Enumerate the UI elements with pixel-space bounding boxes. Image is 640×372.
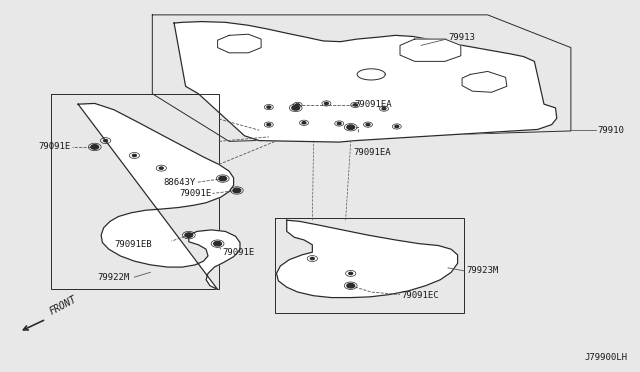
Circle shape — [349, 272, 353, 275]
Circle shape — [353, 104, 357, 106]
Circle shape — [233, 188, 241, 193]
Circle shape — [292, 106, 300, 110]
Polygon shape — [174, 22, 557, 142]
Circle shape — [324, 102, 328, 105]
Circle shape — [337, 122, 341, 125]
Text: 79922M: 79922M — [97, 273, 129, 282]
Polygon shape — [78, 103, 240, 289]
Circle shape — [302, 122, 306, 124]
Circle shape — [347, 125, 355, 129]
Text: 79091EC: 79091EC — [401, 291, 439, 300]
Circle shape — [296, 104, 300, 106]
Circle shape — [366, 124, 370, 126]
Text: 79091EA: 79091EA — [353, 148, 391, 157]
Text: 79913: 79913 — [448, 33, 475, 42]
Circle shape — [219, 176, 227, 181]
Circle shape — [132, 154, 136, 157]
Text: 79091EA: 79091EA — [355, 100, 392, 109]
Circle shape — [185, 233, 193, 237]
Circle shape — [310, 257, 314, 260]
Circle shape — [159, 167, 163, 169]
Text: 79091EB: 79091EB — [114, 240, 152, 249]
Text: 79091E: 79091E — [38, 142, 70, 151]
Circle shape — [91, 145, 99, 149]
Circle shape — [214, 241, 221, 246]
Circle shape — [395, 125, 399, 128]
Circle shape — [267, 124, 271, 126]
Polygon shape — [400, 39, 461, 61]
Text: 79091E: 79091E — [223, 248, 255, 257]
Circle shape — [382, 108, 386, 110]
Text: 79091E: 79091E — [179, 189, 211, 198]
Circle shape — [347, 283, 355, 288]
Circle shape — [267, 106, 271, 108]
Text: FRONT: FRONT — [48, 294, 79, 317]
Circle shape — [104, 140, 108, 142]
Text: 79923M: 79923M — [466, 266, 498, 275]
Text: 79910: 79910 — [598, 126, 625, 135]
Polygon shape — [276, 220, 458, 298]
Text: 88643Y: 88643Y — [163, 178, 195, 187]
Text: J79900LH: J79900LH — [584, 353, 627, 362]
